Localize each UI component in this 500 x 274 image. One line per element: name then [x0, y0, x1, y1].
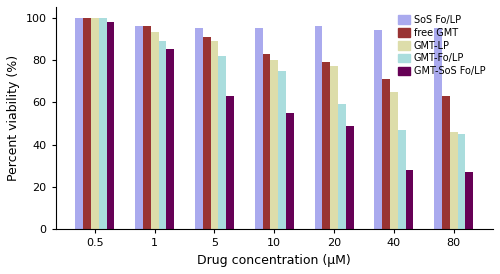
Bar [458, 134, 466, 229]
Bar [390, 92, 398, 229]
Bar [195, 28, 203, 229]
Bar [218, 56, 226, 229]
Bar [226, 96, 234, 229]
Bar [76, 18, 83, 229]
Bar [322, 62, 330, 229]
Bar [270, 60, 278, 229]
Bar [338, 104, 346, 229]
Legend: SoS Fo/LP, free GMT, GMT-LP, GMT-Fo/LP, GMT-SoS Fo/LP: SoS Fo/LP, free GMT, GMT-LP, GMT-Fo/LP, … [395, 12, 488, 79]
Bar [330, 66, 338, 229]
Bar [98, 18, 106, 229]
Bar [286, 113, 294, 229]
Bar [143, 26, 151, 229]
Bar [255, 28, 262, 229]
Bar [374, 30, 382, 229]
Bar [210, 41, 218, 229]
Bar [278, 70, 286, 229]
Bar [151, 32, 158, 229]
Bar [382, 79, 390, 229]
Bar [166, 49, 174, 229]
Bar [262, 54, 270, 229]
X-axis label: Drug concentration (μM): Drug concentration (μM) [198, 254, 351, 267]
Bar [450, 132, 458, 229]
Bar [158, 41, 166, 229]
Bar [406, 170, 413, 229]
Bar [135, 26, 143, 229]
Bar [442, 96, 450, 229]
Bar [314, 26, 322, 229]
Bar [91, 18, 98, 229]
Bar [398, 130, 406, 229]
Bar [346, 125, 354, 229]
Bar [466, 172, 473, 229]
Bar [106, 22, 114, 229]
Y-axis label: Percent viability (%): Percent viability (%) [7, 55, 20, 181]
Bar [434, 28, 442, 229]
Bar [203, 37, 210, 229]
Bar [83, 18, 91, 229]
